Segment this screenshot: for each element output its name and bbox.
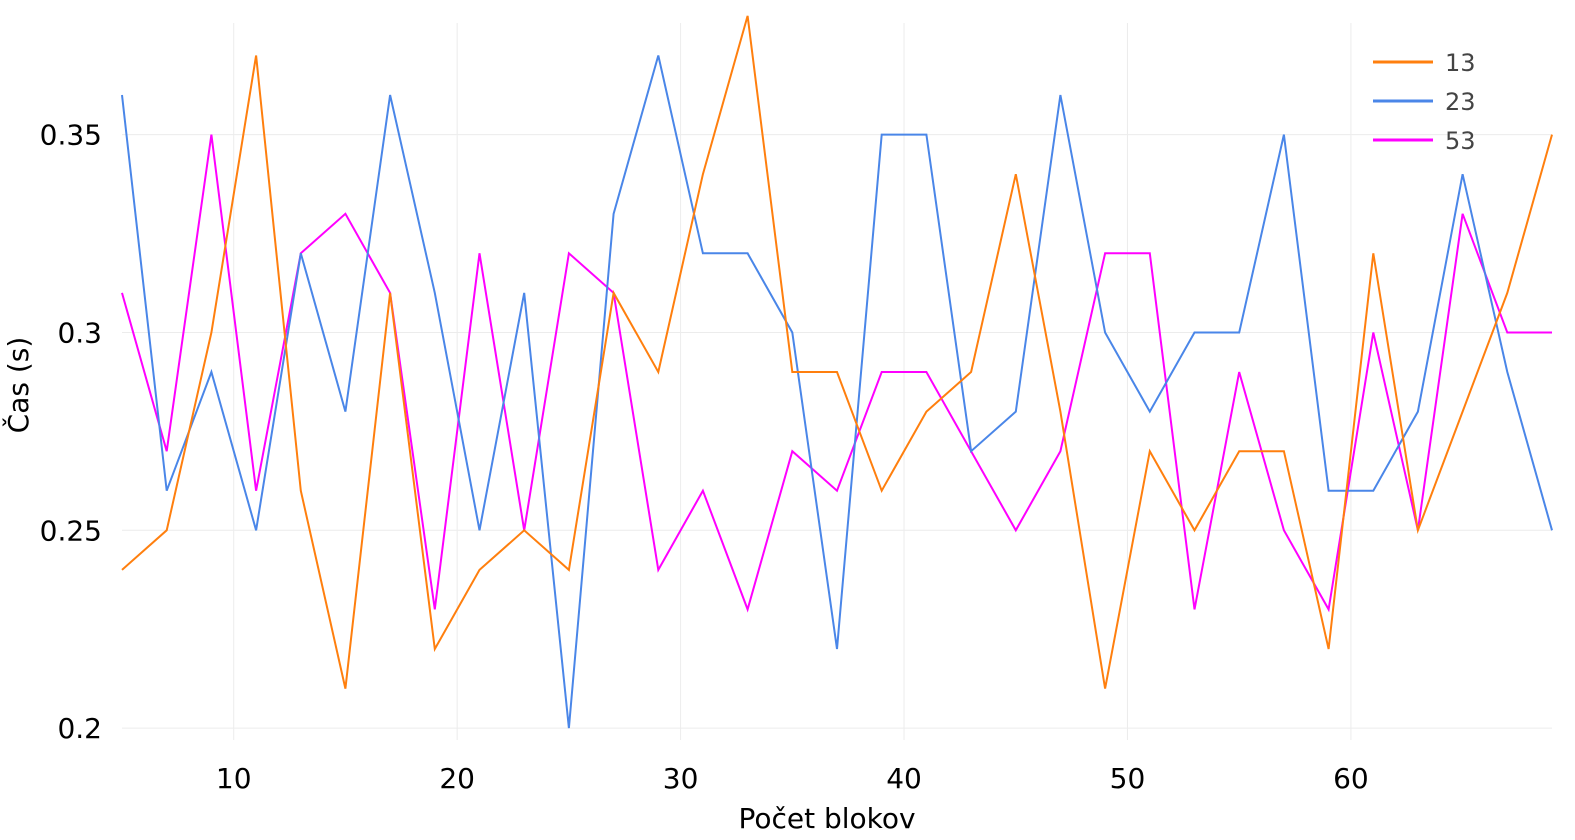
grid-lines <box>122 23 1552 740</box>
x-tick-label: 60 <box>1333 762 1369 795</box>
legend-item-53[interactable]: 53 <box>1373 127 1476 155</box>
y-tick-label: 0.35 <box>40 119 102 152</box>
series-line-23 <box>121 55 1553 729</box>
series-lines <box>121 15 1553 729</box>
y-tick-label: 0.3 <box>57 316 102 349</box>
legend[interactable]: 13 23 53 <box>1373 49 1476 155</box>
series-line-13 <box>121 15 1553 689</box>
x-tick-label: 30 <box>663 762 699 795</box>
y-tick-label: 0.2 <box>57 712 102 745</box>
y-axis-ticks: 0.2 0.25 0.3 0.35 <box>40 119 102 746</box>
legend-label: 13 <box>1445 49 1476 77</box>
x-tick-label: 10 <box>216 762 252 795</box>
legend-label: 23 <box>1445 88 1476 116</box>
legend-item-13[interactable]: 13 <box>1373 49 1476 77</box>
y-tick-label: 0.25 <box>40 514 102 547</box>
legend-item-23[interactable]: 23 <box>1373 88 1476 116</box>
x-tick-label: 20 <box>439 762 475 795</box>
x-axis-ticks: 10 20 30 40 50 60 <box>216 762 1369 795</box>
x-tick-label: 50 <box>1110 762 1146 795</box>
legend-label: 53 <box>1445 127 1476 155</box>
x-tick-label: 40 <box>886 762 922 795</box>
y-axis-title: Čas (s) <box>1 337 35 434</box>
x-axis-title: Počet blokov <box>738 802 915 835</box>
